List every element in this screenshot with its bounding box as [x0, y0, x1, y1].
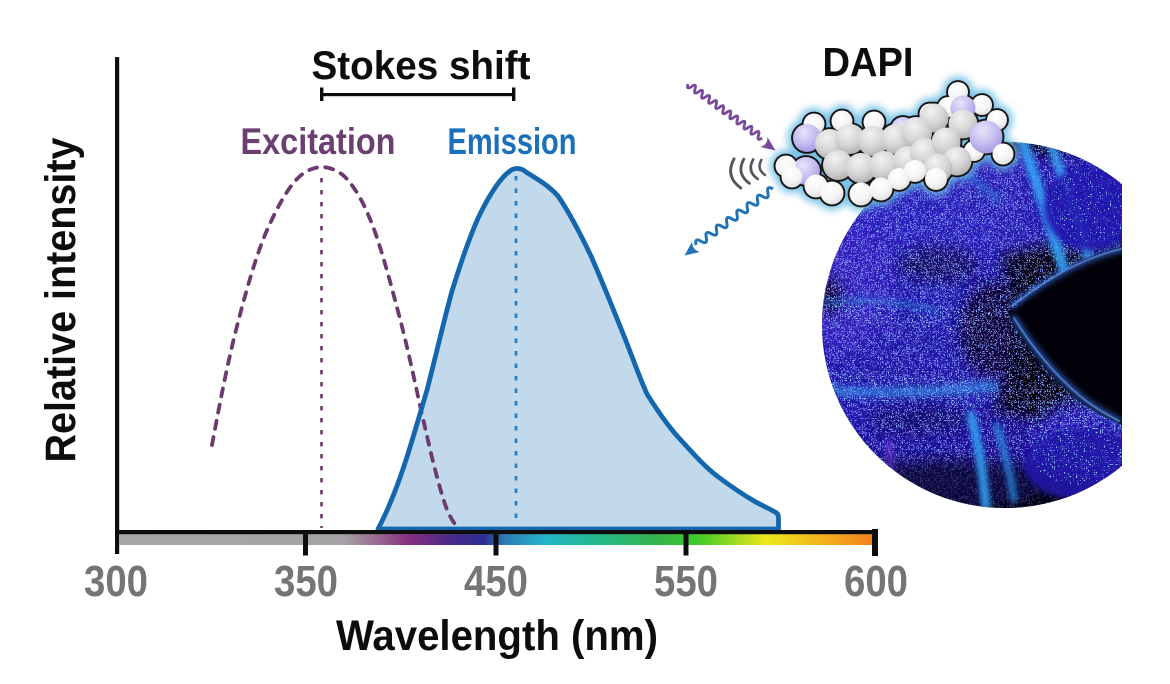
svg-text:Emission: Emission [448, 121, 577, 162]
svg-text:Stokes shift: Stokes shift [312, 44, 531, 88]
svg-text:Wavelength (nm): Wavelength (nm) [336, 612, 658, 660]
svg-text:350: 350 [274, 557, 338, 606]
svg-text:600: 600 [844, 557, 908, 606]
svg-text:Excitation: Excitation [241, 121, 396, 162]
svg-text:DAPI: DAPI [823, 39, 914, 85]
svg-text:550: 550 [654, 557, 718, 606]
svg-text:Relative intensity: Relative intensity [37, 137, 85, 462]
svg-text:450: 450 [464, 557, 528, 606]
svg-text:300: 300 [84, 557, 148, 606]
